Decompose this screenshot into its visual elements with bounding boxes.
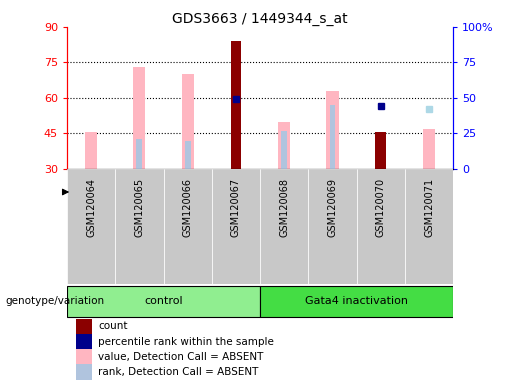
Bar [308, 169, 356, 284]
Bar [375, 132, 386, 169]
Bar [278, 122, 290, 169]
Text: GSM120064: GSM120064 [86, 178, 96, 237]
Bar [182, 74, 194, 169]
Text: genotype/variation: genotype/variation [5, 296, 104, 306]
Text: GSM120066: GSM120066 [183, 178, 193, 237]
Bar [76, 364, 92, 380]
Bar [115, 169, 163, 284]
Bar [136, 139, 142, 169]
Bar [231, 41, 241, 169]
Bar [212, 169, 260, 284]
Text: GSM120067: GSM120067 [231, 178, 241, 237]
Text: GSM120071: GSM120071 [424, 178, 434, 237]
Text: count: count [98, 321, 128, 331]
Bar [405, 169, 453, 284]
Bar [185, 141, 191, 169]
Text: rank, Detection Call = ABSENT: rank, Detection Call = ABSENT [98, 367, 259, 377]
Bar [356, 169, 405, 284]
Text: GSM120069: GSM120069 [328, 178, 337, 237]
Text: GSM120065: GSM120065 [134, 178, 144, 237]
Bar [260, 169, 308, 284]
Bar [76, 349, 92, 364]
Text: GSM120070: GSM120070 [376, 178, 386, 237]
Title: GDS3663 / 1449344_s_at: GDS3663 / 1449344_s_at [172, 12, 348, 26]
Bar [423, 129, 435, 169]
Text: control: control [144, 296, 183, 306]
Bar [76, 318, 92, 334]
Text: GSM120068: GSM120068 [279, 178, 289, 237]
Bar [67, 286, 260, 317]
Bar [133, 67, 145, 169]
Text: value, Detection Call = ABSENT: value, Detection Call = ABSENT [98, 352, 264, 362]
Text: Gata4 inactivation: Gata4 inactivation [305, 296, 408, 306]
Bar [327, 91, 338, 169]
Bar [85, 132, 97, 169]
Text: percentile rank within the sample: percentile rank within the sample [98, 337, 274, 347]
Bar [330, 105, 335, 169]
Bar [163, 169, 212, 284]
Bar [281, 131, 287, 169]
Bar [76, 334, 92, 349]
Bar [260, 286, 453, 317]
Bar [67, 169, 115, 284]
